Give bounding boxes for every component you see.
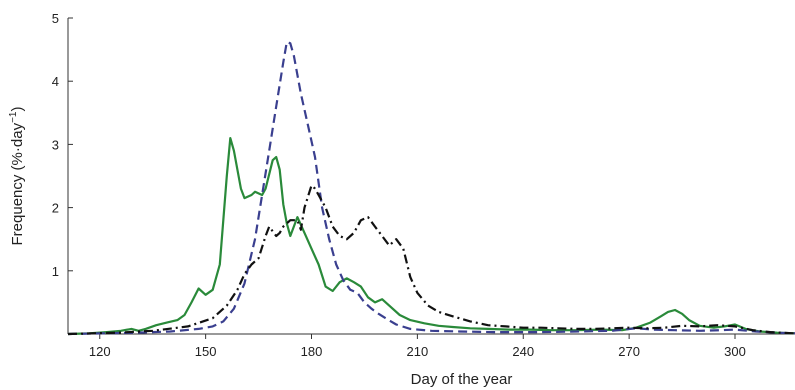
x-tick-label: 300 (724, 344, 746, 359)
y-axis-label: Frequency (%·day−1) (8, 107, 26, 246)
y-axis-ticks: 1 2 3 4 5 (52, 11, 73, 279)
y-tick-label: 3 (52, 137, 59, 152)
x-tick-label: 270 (618, 344, 640, 359)
x-axis-label: Day of the year (411, 371, 513, 388)
y-tick-label: 2 (52, 201, 59, 216)
series-layer (67, 40, 795, 336)
y-axis-label-main: Frequency (%·day (9, 122, 26, 245)
series-line-dashdot (67, 184, 795, 336)
x-tick-label: 210 (407, 344, 429, 359)
y-tick-label: 4 (52, 74, 59, 89)
y-tick-label: 1 (52, 264, 59, 279)
y-tick-label: 5 (52, 11, 59, 26)
x-tick-label: 120 (89, 344, 111, 359)
x-axis-ticks: 120 150 180 210 240 270 300 (89, 334, 746, 359)
series-line-dashed (67, 40, 795, 336)
y-axis-label-close: ) (9, 107, 26, 112)
axes (67, 18, 795, 335)
y-axis-label-superscript: −1 (8, 111, 19, 123)
x-tick-label: 150 (195, 344, 217, 359)
x-tick-label: 180 (301, 344, 323, 359)
x-tick-label: 240 (512, 344, 534, 359)
series-line-solid (67, 137, 795, 336)
